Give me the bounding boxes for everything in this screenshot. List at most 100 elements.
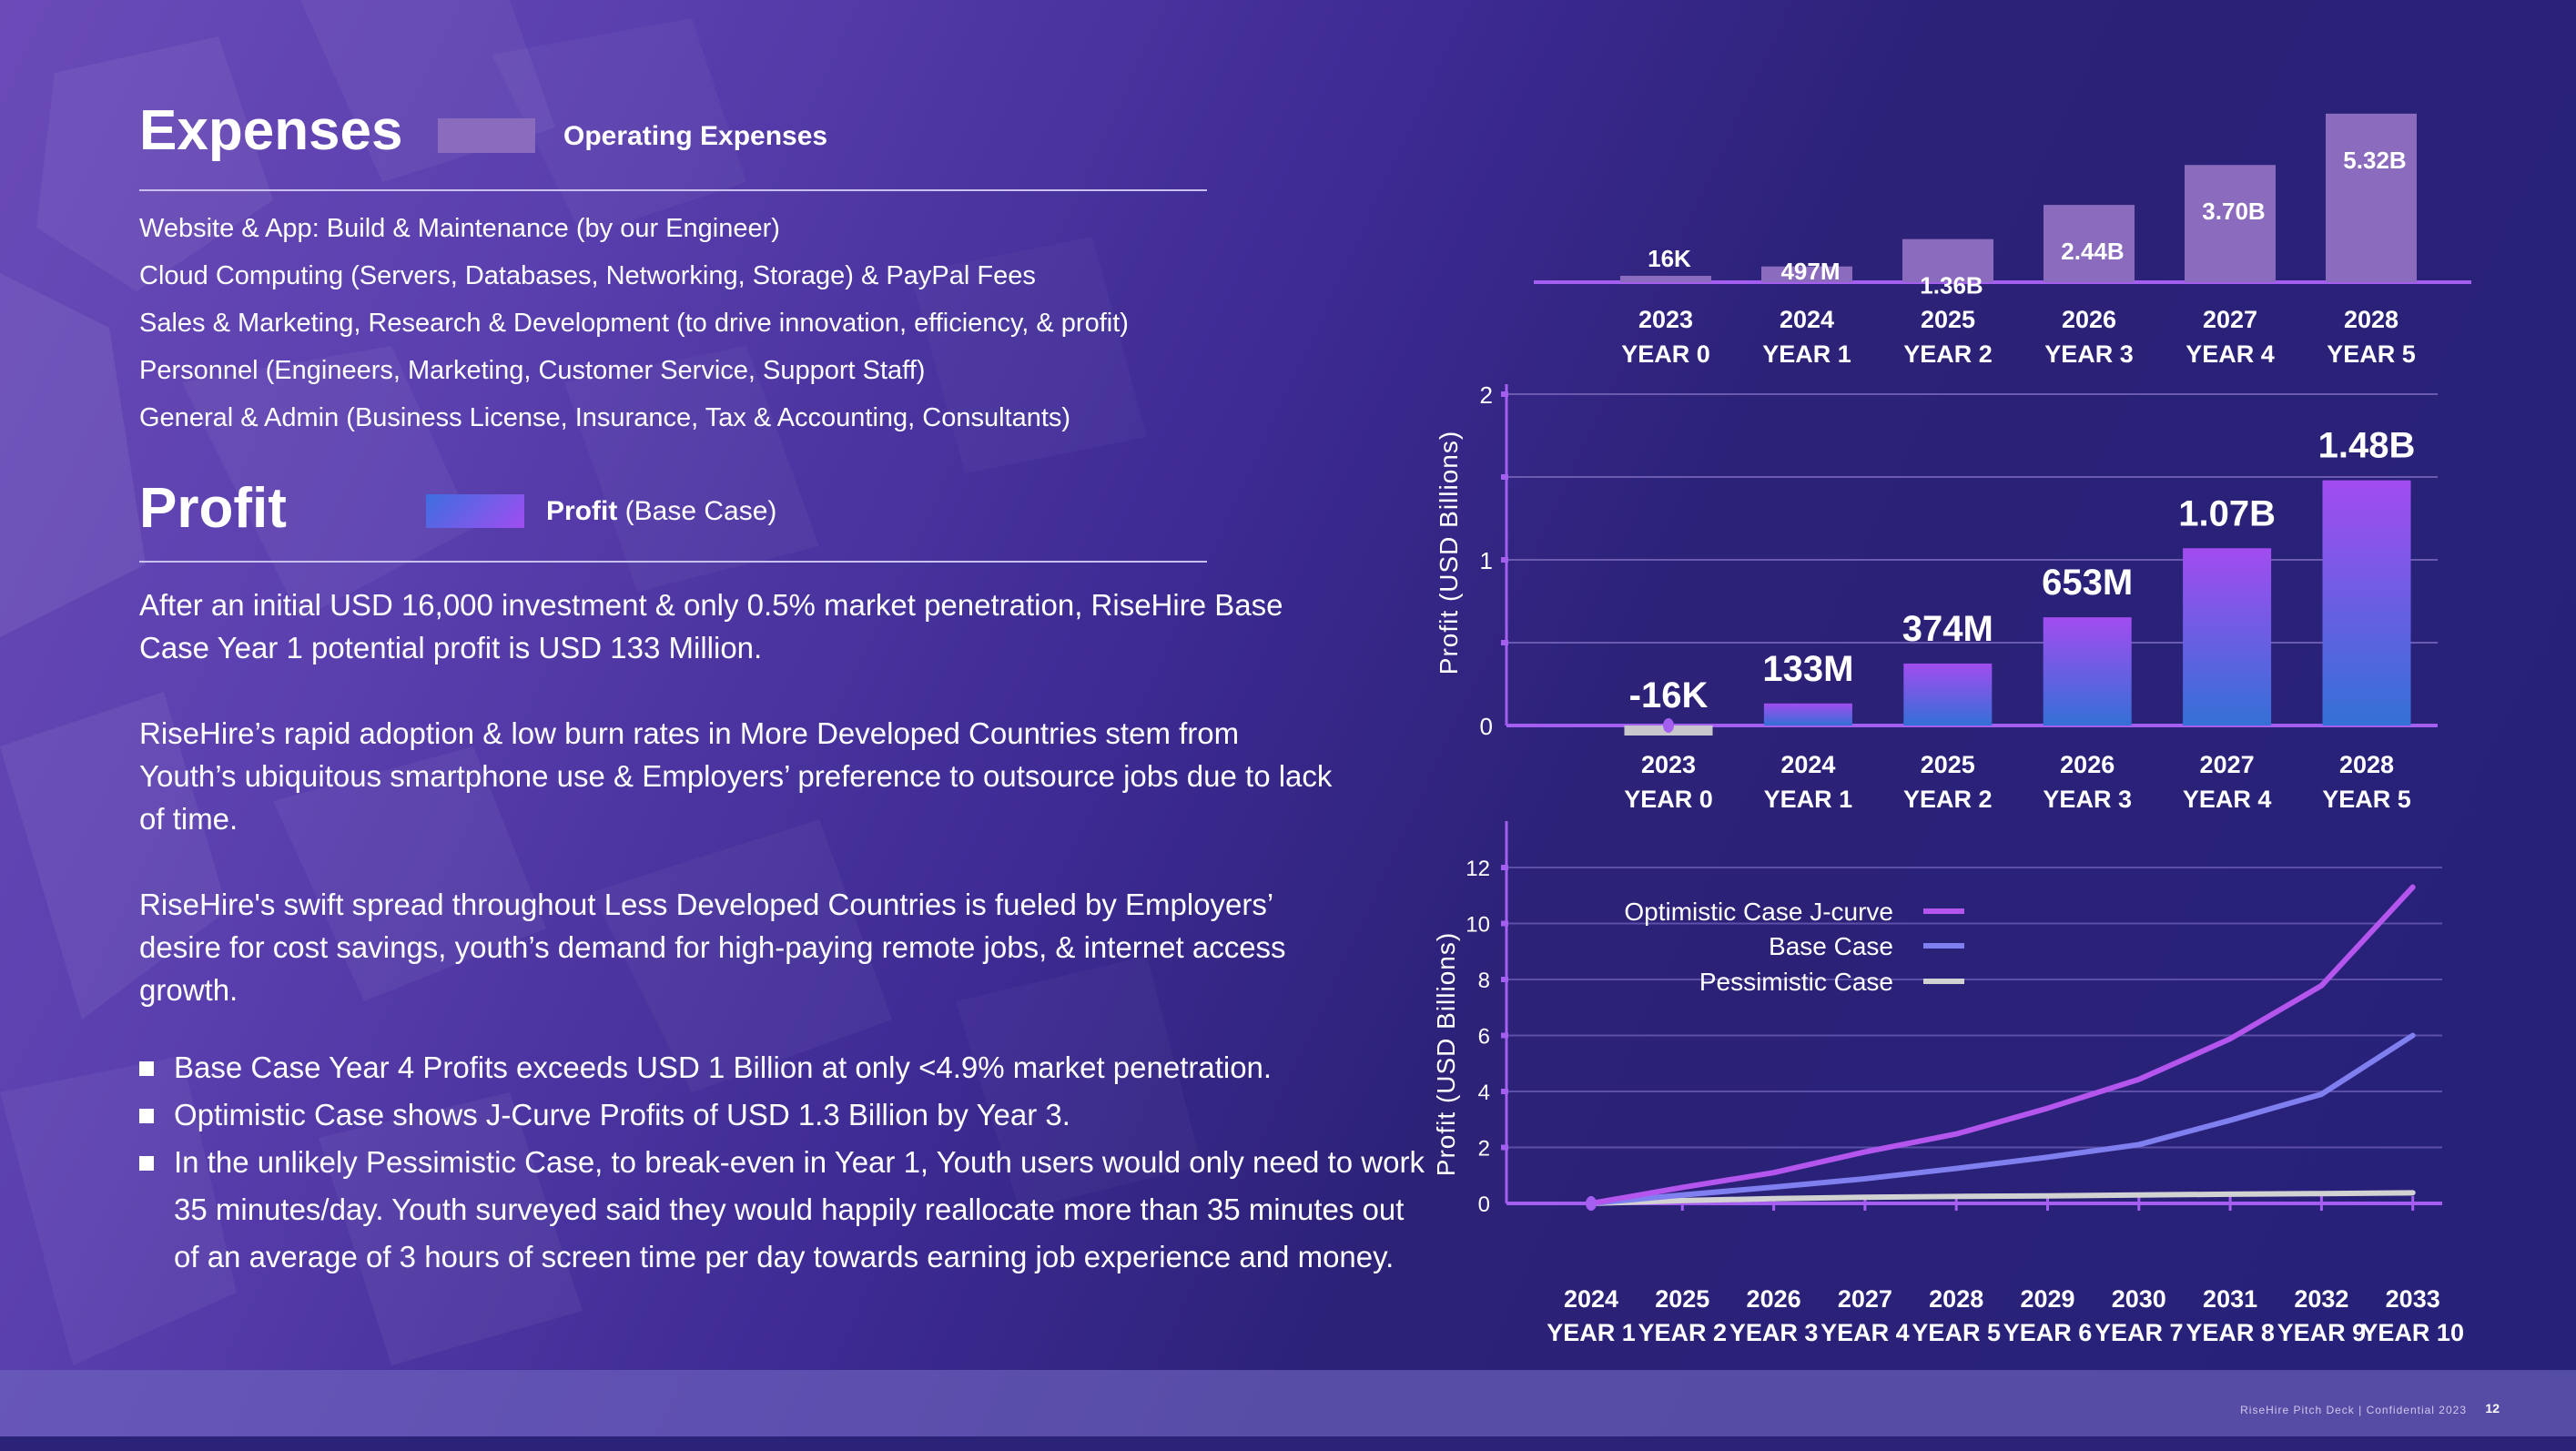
expense-item: Sales & Marketing, Research & Developmen… [139, 309, 1129, 338]
expense-x-sublabel: YEAR 5 [2327, 340, 2416, 368]
line-ytick-mark [1501, 1144, 1508, 1151]
line-x-year: 2033 [2386, 1285, 2440, 1313]
line-ytick-mark [1501, 1089, 1508, 1094]
profit-bar-label: 374M [1902, 609, 1993, 649]
profit-x-sublabel: YEAR 0 [1624, 786, 1713, 813]
profit-legend-bold: Profit [546, 496, 618, 526]
profit-bar-label: 1.48B [2318, 426, 2416, 466]
line-x-year: 2030 [2112, 1285, 2166, 1313]
profit-divider [139, 561, 1207, 563]
profit-paragraph-1: After an initial USD 16,000 investment &… [139, 588, 1283, 665]
expenses-legend-label: Operating Expenses [563, 121, 828, 151]
line-legend-label: Base Case [1769, 932, 1893, 960]
page-number: 12 [2485, 1401, 2500, 1415]
profit-ytick-label: 2 [1480, 381, 1493, 409]
line-x-year: 2031 [2203, 1285, 2257, 1313]
expense-x-year: 2024 [1780, 306, 1834, 333]
profit-x-sublabel: YEAR 5 [2322, 786, 2411, 813]
expense-x-year: 2027 [2203, 306, 2257, 333]
bullet-item: Optimistic Case shows J-Curve Profits of… [139, 1091, 1459, 1139]
expense-item: Personnel (Engineers, Marketing, Custome… [139, 356, 926, 385]
expense-bar [1761, 266, 1852, 282]
line-ytick-label: 10 [1465, 913, 1490, 938]
line-ytick-mark [1501, 1032, 1508, 1039]
expense-x-year: 2025 [1921, 306, 1975, 333]
line-ytick-label: 4 [1478, 1081, 1490, 1105]
expenses-list: Website & App: Build & Maintenance (by o… [139, 205, 1129, 441]
line-ytick-mark [1501, 977, 1508, 982]
line-x-year: 2032 [2294, 1285, 2348, 1313]
expense-x-year: 2026 [2062, 306, 2116, 333]
expense-bar-label: 3.70B [2202, 198, 2265, 225]
line-x-year: 2025 [1655, 1285, 1709, 1313]
expense-bar [2326, 113, 2417, 282]
profit-x-year: 2023 [1641, 751, 1696, 778]
bottom-strip [0, 1436, 2576, 1451]
profit-legend: Profit (Base Case) [546, 496, 776, 527]
line-x-year: 2024 [1564, 1285, 1618, 1313]
footer-text: RiseHire Pitch Deck | Confidential 2023 [2240, 1404, 2467, 1416]
profit-ytick-label: 0 [1480, 713, 1493, 740]
profit-paragraph-3: RiseHire's swift spread throughout Less … [139, 888, 1286, 1007]
line-x-sublabel: YEAR 5 [1912, 1319, 2001, 1346]
bullet-text: In the unlikely Pessimistic Case, to bre… [174, 1145, 1425, 1273]
profit-ytick-mark [1501, 640, 1508, 645]
expense-x-sublabel: YEAR 3 [2044, 340, 2134, 368]
line-legend-swatch [1923, 979, 1964, 984]
line-legend-swatch [1923, 943, 1964, 949]
expense-bar-label: 1.36B [1920, 272, 1983, 299]
expense-x-sublabel: YEAR 0 [1621, 340, 1710, 368]
expense-x-sublabel: YEAR 4 [2186, 340, 2275, 368]
profit-x-year: 2028 [2339, 751, 2394, 778]
profit-line-chart: 0 2 4 6 8 10 12 Profit (USD Billions) 2024 YEAR 1… [1432, 821, 2464, 1346]
expense-item: Website & App: Build & Maintenance (by o… [139, 214, 780, 243]
expense-bar [2185, 165, 2276, 282]
expense-item: Cloud Computing (Servers, Databases, Net… [139, 261, 1036, 290]
line-x-sublabel: YEAR 3 [1729, 1319, 1819, 1346]
line-x-sublabel: YEAR 10 [2361, 1319, 2464, 1346]
line-x-sublabel: YEAR 9 [2277, 1319, 2367, 1346]
expense-x-year: 2023 [1638, 306, 1693, 333]
profit-x-sublabel: YEAR 3 [2043, 786, 2132, 813]
line-ytick-label: 8 [1478, 969, 1490, 993]
profit-x-sublabel: YEAR 1 [1764, 786, 1853, 813]
line-x-year: 2026 [1747, 1285, 1801, 1313]
line-ytick-mark [1501, 920, 1508, 927]
line-y-axis-title: Profit (USD Billions) [1432, 932, 1460, 1176]
line-x-sublabel: YEAR 2 [1638, 1319, 1728, 1346]
expense-x-sublabel: YEAR 2 [1903, 340, 1993, 368]
line-x-sublabel: YEAR 6 [2003, 1319, 2093, 1346]
profit-legend-rest: (Base Case) [624, 496, 777, 526]
line-x-sublabel: YEAR 8 [2186, 1319, 2275, 1346]
footer-band [0, 1370, 2576, 1436]
profit-bar-label: 653M [2042, 563, 2133, 603]
profit-title: Profit [139, 477, 287, 540]
profit-paragraph-2: RiseHire’s rapid adoption & low burn rat… [139, 716, 1333, 836]
profit-y-axis-title: Profit (USD Billions) [1435, 431, 1463, 675]
profit-zero-marker [1663, 718, 1674, 733]
profit-ytick-mark [1501, 391, 1508, 397]
bullet-text: Base Case Year 4 Profits exceeds USD 1 B… [174, 1050, 1273, 1084]
expense-item: General & Admin (Business License, Insur… [139, 403, 1071, 432]
expense-bar [1620, 276, 1711, 282]
expenses-divider [139, 189, 1207, 191]
profit-legend-swatch [426, 494, 524, 528]
profit-bar [2183, 548, 2272, 726]
profit-x-year: 2024 [1780, 751, 1835, 778]
line-x-sublabel: YEAR 1 [1547, 1319, 1636, 1346]
expense-x-sublabel: YEAR 1 [1762, 340, 1851, 368]
profit-x-sublabel: YEAR 4 [2183, 786, 2272, 813]
profit-x-year: 2027 [2200, 751, 2255, 778]
line-legend-label: Pessimistic Case [1699, 968, 1893, 996]
expense-bar-label: 16K [1648, 245, 1691, 272]
line-series-pessimistic-case [1588, 1190, 2416, 1206]
line-x-sublabel: YEAR 7 [2094, 1319, 2184, 1346]
profit-bar [1903, 663, 1993, 726]
line-series-optimistic-case-j-curve [1588, 884, 2416, 1206]
profit-bar-label: 1.07B [2178, 493, 2276, 533]
line-series-base-case [1588, 1032, 2416, 1206]
profit-bar-chart: 0 1 2 Profit (USD Billions) -16K 2023 YEAR 0 13… [1435, 381, 2438, 813]
profit-bar-label: -16K [1629, 675, 1709, 715]
expenses-chart: 16K 2023 YEAR 0 497M 2024 YEAR 1 1.36B 2025 YEAR… [1534, 113, 2471, 368]
line-x-year: 2029 [2020, 1285, 2074, 1313]
